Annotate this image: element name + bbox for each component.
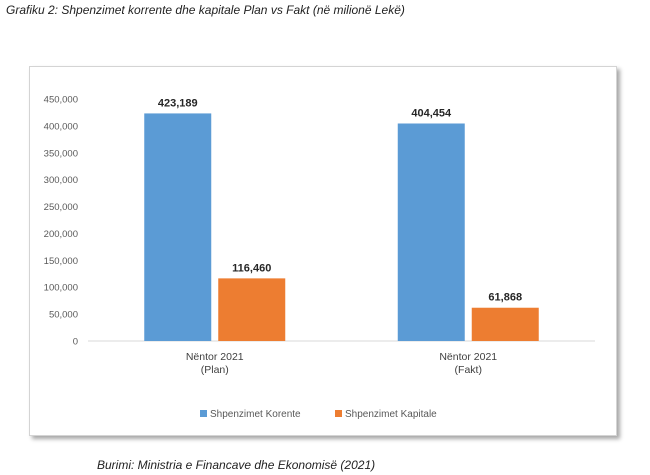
y-tick-label: 100,000 — [44, 283, 78, 294]
legend-swatch — [200, 410, 207, 417]
bar — [397, 123, 465, 341]
y-tick-label: 150,000 — [44, 256, 78, 267]
chart-container: 0 50,000 100,000 150,000 200,000 250,000 300,0… — [29, 66, 617, 436]
bar-chart: 0 50,000 100,000 150,000 200,000 250,000 300,0… — [44, 95, 595, 420]
y-tick-label: 300,000 — [44, 175, 78, 186]
figure-caption: Grafiku 2: Shpenzimet korrente dhe kapit… — [6, 3, 405, 17]
y-tick-label: 200,000 — [44, 229, 78, 240]
y-tick-label: 50,000 — [49, 310, 78, 321]
legend-label: Shpenzimet Korente — [210, 409, 301, 420]
bar — [218, 278, 286, 341]
y-tick-label: 400,000 — [44, 121, 78, 132]
data-label: 423,189 — [158, 97, 198, 109]
category-label: Nëntor 2021 — [186, 351, 244, 363]
bar — [471, 307, 539, 341]
y-tick-label: 250,000 — [44, 202, 78, 213]
bar — [144, 113, 212, 341]
source-note: Burimi: Ministria e Financave dhe Ekonom… — [97, 458, 376, 472]
data-label: 404,454 — [411, 107, 452, 119]
legend-label: Shpenzimet Kapitale — [345, 409, 437, 420]
category-label: (Plan) — [201, 364, 229, 376]
category-label: Nëntor 2021 — [439, 351, 497, 363]
legend-swatch — [335, 410, 342, 417]
y-tick-label: 0 — [73, 337, 78, 348]
category-label: (Fakt) — [455, 364, 482, 376]
y-tick-label: 350,000 — [44, 148, 78, 159]
data-label: 61,868 — [488, 292, 522, 304]
y-tick-label: 450,000 — [44, 95, 78, 106]
data-label: 116,460 — [232, 262, 271, 274]
